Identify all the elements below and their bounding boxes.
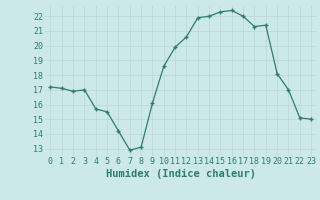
X-axis label: Humidex (Indice chaleur): Humidex (Indice chaleur) xyxy=(106,169,256,179)
